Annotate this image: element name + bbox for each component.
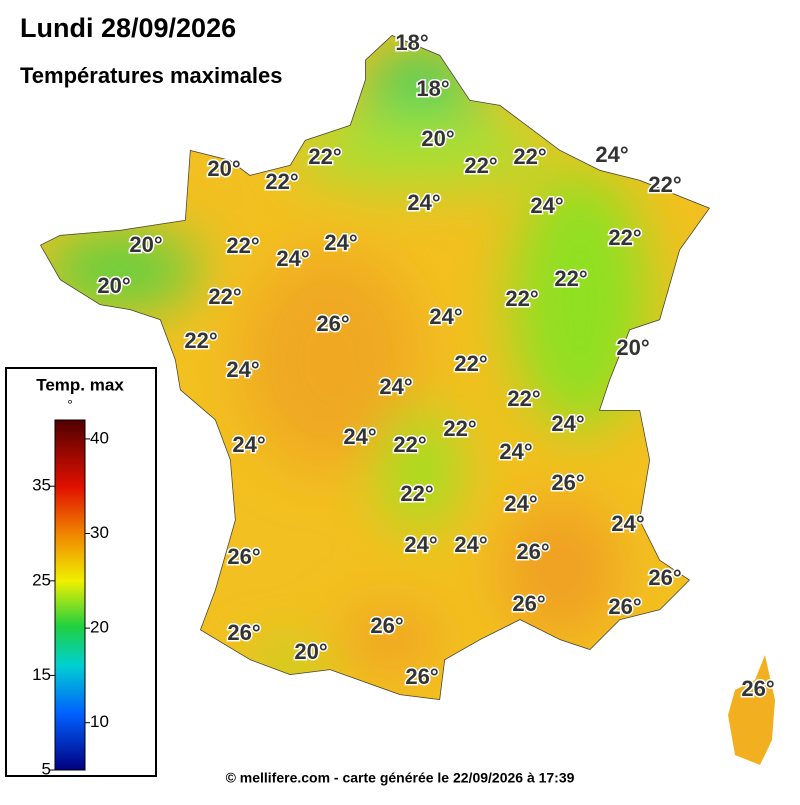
temperature-label: 22° (400, 481, 433, 506)
temperature-label: 24° (551, 411, 584, 436)
temperature-label: 26° (608, 594, 641, 619)
temperature-label: 24° (404, 532, 437, 557)
temperature-label: 18° (395, 30, 428, 55)
temperature-label: 22° (208, 284, 241, 309)
temperature-label: 20° (421, 126, 454, 151)
temperature-label: 26° (227, 620, 260, 645)
temperature-label: 26° (512, 591, 545, 616)
temperature-label: 26° (405, 664, 438, 689)
temperature-label: 22° (505, 286, 538, 311)
temperature-label: 26° (370, 613, 403, 638)
temperature-label: 24° (379, 374, 412, 399)
temperature-label: 24° (324, 230, 357, 255)
colorbar-tick-label: 5 (42, 759, 51, 778)
temperature-label: 24° (276, 246, 309, 271)
colorbar-tick-label: 10 (90, 712, 109, 731)
colorbar-tick-label: 15 (32, 665, 51, 684)
temperature-label: 26° (516, 539, 549, 564)
temperature-label: 22° (184, 328, 217, 353)
legend-unit: ° (67, 397, 73, 413)
temperature-label: 22° (648, 172, 681, 197)
temperature-label: 18° (416, 76, 449, 101)
temperature-label: 26° (551, 470, 584, 495)
temperature-label: 24° (343, 424, 376, 449)
colorbar: 5 10 15 20 25 30 35 40 (32, 419, 109, 778)
temperature-label: 20° (207, 156, 240, 181)
temperature-label: 20° (294, 639, 327, 664)
temperature-labels: 18°18°20°22° 22° 22° 24°22°20°22°24° 24°20° 2… (96, 28, 776, 702)
temperature-label: 24° (595, 142, 628, 167)
temperature-label: 22° (507, 386, 540, 411)
temperature-label: 22° (464, 153, 497, 178)
temperature-label: 22° (608, 225, 641, 250)
temperature-label: 24° (407, 190, 440, 215)
temperature-label: 24° (429, 304, 462, 329)
temperature-label: 24° (504, 491, 537, 516)
temperature-label: 20° (97, 273, 130, 298)
temperature-label: 22° (308, 144, 341, 169)
footer: © mellifere.com - carte générée le 22/09… (226, 770, 575, 786)
subtitle: Températures maximales (20, 63, 283, 88)
temperature-label: 24° (611, 511, 644, 536)
temperature-label: 24° (530, 193, 563, 218)
colorbar-gradient (54, 419, 86, 771)
colorbar-tick-label: 25 (32, 570, 51, 589)
temperature-label: 22° (443, 416, 476, 441)
temperature-label: 20° (616, 335, 649, 360)
temperature-label: 22° (454, 351, 487, 376)
colorbar-tick-label: 20 (90, 618, 109, 637)
legend-title: Temp. max (36, 375, 124, 394)
temperature-label: 22° (554, 266, 587, 291)
colorbar-tick-label: 35 (32, 476, 51, 495)
temperature-label: 24° (499, 439, 532, 464)
temperature-label: 22° (393, 432, 426, 457)
temperature-label: 26° (227, 544, 260, 569)
temperature-label: 20° (129, 232, 162, 257)
temperature-label: 24° (226, 357, 259, 382)
temperature-label: 22° (513, 144, 546, 169)
colorbar-tick-label: 30 (90, 523, 109, 542)
corsica-map (728, 655, 775, 765)
temperature-label: 26° (741, 676, 774, 701)
temperature-label: 24° (454, 532, 487, 557)
temperature-label: 22° (265, 169, 298, 194)
temperature-label: 26° (648, 565, 681, 590)
temperature-label: 22° (226, 233, 259, 258)
colorbar-tick-label: 40 (90, 428, 109, 447)
temperature-label: 24° (232, 432, 265, 457)
title: Lundi 28/09/2026 (20, 13, 236, 43)
temperature-label: 26° (316, 311, 349, 336)
